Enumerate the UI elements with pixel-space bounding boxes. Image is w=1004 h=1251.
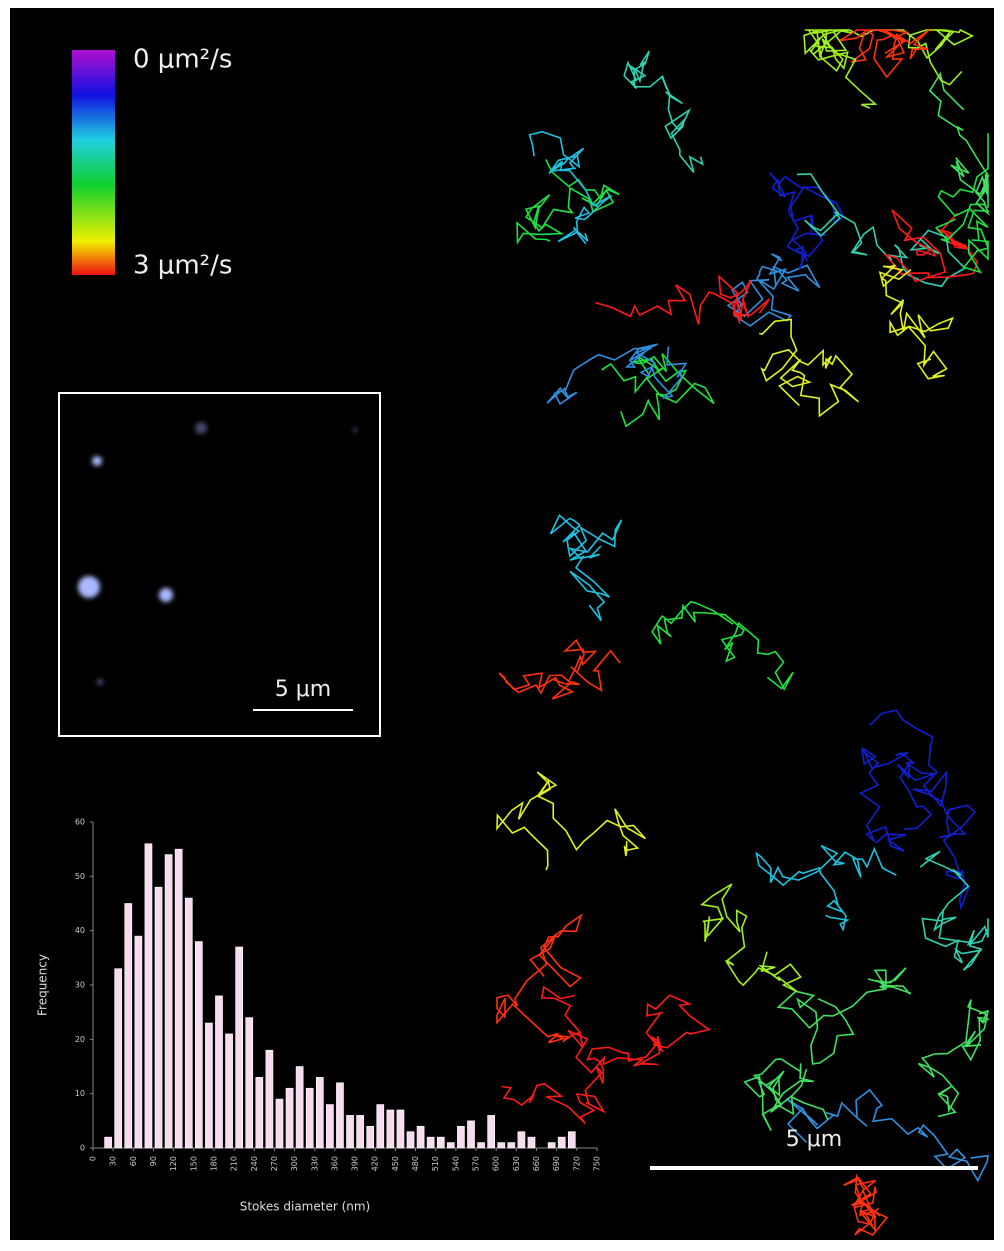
bar xyxy=(155,887,162,1148)
x-tick-label: 750 xyxy=(593,1156,602,1171)
x-tick-label: 390 xyxy=(351,1156,360,1171)
y-tick-label: 10 xyxy=(75,1089,85,1098)
inset-image xyxy=(59,393,380,736)
bar xyxy=(498,1143,505,1148)
bar xyxy=(236,947,243,1148)
y-tick-label: 20 xyxy=(75,1035,85,1044)
bar xyxy=(175,849,182,1148)
bar xyxy=(276,1099,283,1148)
bar xyxy=(226,1034,233,1148)
x-tick-label: 330 xyxy=(310,1156,319,1171)
scale-label: 5 μm xyxy=(275,677,331,702)
x-tick-label: 690 xyxy=(552,1156,561,1171)
bar xyxy=(467,1121,474,1148)
bar xyxy=(246,1018,253,1148)
bar xyxy=(417,1126,424,1148)
x-tick-label: 60 xyxy=(129,1156,138,1166)
x-tick-label: 210 xyxy=(230,1156,239,1171)
y-axis-title: Frequency xyxy=(36,954,50,1016)
y-tick-label: 50 xyxy=(75,872,85,881)
bar xyxy=(357,1115,364,1148)
x-tick-label: 270 xyxy=(270,1156,279,1171)
x-tick-label: 480 xyxy=(411,1156,420,1171)
bar xyxy=(518,1132,525,1148)
bar xyxy=(326,1105,333,1148)
bar xyxy=(205,1023,212,1148)
figure: 0 μm²/s 3 μm²/s 5 μm 5 μm 01020304050600… xyxy=(0,0,1004,1251)
bar xyxy=(478,1143,485,1148)
bar xyxy=(488,1115,495,1148)
x-tick-label: 150 xyxy=(189,1156,198,1171)
bar xyxy=(427,1137,434,1148)
bar xyxy=(316,1077,323,1148)
bar xyxy=(165,855,172,1148)
bar xyxy=(387,1110,394,1148)
x-tick-label: 510 xyxy=(431,1156,440,1171)
x-tick-label: 0 xyxy=(89,1156,98,1161)
bar xyxy=(336,1083,343,1148)
bar xyxy=(135,936,142,1148)
bar xyxy=(105,1137,112,1148)
y-tick-label: 40 xyxy=(75,926,85,935)
bar xyxy=(407,1132,414,1148)
y-tick-label: 0 xyxy=(80,1144,85,1153)
bar xyxy=(508,1143,515,1148)
y-tick-label: 30 xyxy=(75,981,85,990)
bar xyxy=(125,904,132,1149)
x-tick-label: 720 xyxy=(572,1156,581,1171)
x-tick-label: 120 xyxy=(169,1156,178,1171)
x-tick-label: 540 xyxy=(451,1156,460,1171)
x-tick-label: 600 xyxy=(492,1156,501,1171)
x-tick-label: 420 xyxy=(371,1156,380,1171)
bar xyxy=(296,1067,303,1149)
scale-label: 5 μm xyxy=(786,1127,842,1152)
bar xyxy=(215,996,222,1148)
x-tick-label: 180 xyxy=(209,1156,218,1171)
bar xyxy=(548,1143,555,1148)
bar xyxy=(568,1132,575,1148)
bar xyxy=(256,1077,263,1148)
bar xyxy=(286,1088,293,1148)
x-tick-label: 570 xyxy=(472,1156,481,1171)
colorbar-label: 3 μm²/s xyxy=(133,251,232,281)
bar xyxy=(457,1126,464,1148)
x-tick-label: 450 xyxy=(391,1156,400,1171)
x-tick-label: 630 xyxy=(512,1156,521,1171)
x-tick-label: 660 xyxy=(532,1156,541,1171)
colorbar-label: 0 μm²/s xyxy=(133,45,232,75)
bar xyxy=(377,1105,384,1148)
bar xyxy=(397,1110,404,1148)
bar xyxy=(115,969,122,1148)
x-axis-title: Stokes diameter (nm) xyxy=(240,1200,371,1214)
bar xyxy=(306,1088,313,1148)
bar xyxy=(195,942,202,1148)
bar xyxy=(185,898,192,1148)
bar xyxy=(437,1137,444,1148)
x-tick-label: 30 xyxy=(109,1156,118,1166)
bar xyxy=(145,844,152,1148)
x-tick-label: 300 xyxy=(290,1156,299,1171)
x-tick-label: 240 xyxy=(250,1156,259,1171)
bar xyxy=(266,1050,273,1148)
bar xyxy=(558,1137,565,1148)
bar xyxy=(367,1126,374,1148)
bar xyxy=(347,1115,354,1148)
bar xyxy=(447,1143,454,1148)
x-tick-label: 360 xyxy=(330,1156,339,1171)
colorbar xyxy=(72,50,115,275)
bar xyxy=(528,1137,535,1148)
x-tick-label: 90 xyxy=(149,1156,158,1166)
y-tick-label: 60 xyxy=(75,818,85,827)
